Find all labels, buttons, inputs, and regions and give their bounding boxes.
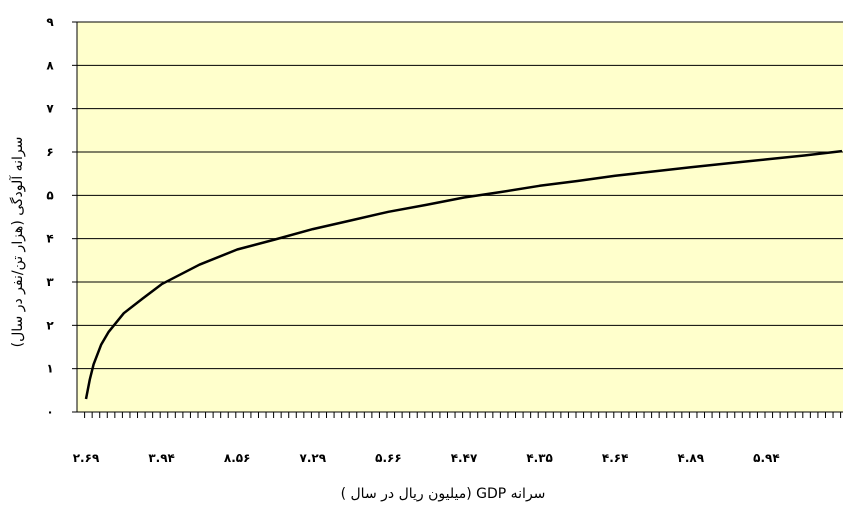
- y-tick-label: ۲: [46, 318, 54, 332]
- y-tick-label: ۱: [46, 362, 53, 376]
- y-tick-label: ۳: [46, 275, 54, 289]
- series-layer: [84, 149, 843, 400]
- x-tick-label: ۲.۶۹: [73, 451, 100, 465]
- x-tick-label: ۴.۶۴: [602, 451, 629, 465]
- plot-area: [77, 22, 843, 412]
- y-tick-label: ۴: [46, 232, 53, 246]
- x-tick-label: ۳.۹۴: [148, 451, 175, 465]
- y-tick-label: ۹: [46, 15, 54, 29]
- x-tick-label: ۴.۴۷: [451, 451, 478, 465]
- y-tick-label: ۰: [46, 405, 53, 419]
- x-tick-label: ۵.۹۴: [753, 451, 780, 465]
- y-tick-label: ۸: [46, 58, 54, 72]
- y-tick-label: ۵: [46, 188, 53, 202]
- axes: [72, 21, 843, 418]
- x-tick-label: ۸.۵۶: [224, 451, 251, 465]
- x-axis-label: سرانه GDP (میلیون ریال در سال ): [341, 486, 546, 502]
- series-line: [84, 149, 843, 400]
- gridlines: [77, 21, 843, 370]
- y-axis-label: سرانه آلودگی (هزار تن/نفر در سال): [9, 137, 26, 348]
- x-tick-label: ۷.۲۹: [300, 451, 327, 465]
- x-tick-label: ۴.۸۹: [678, 451, 705, 465]
- x-tick-labels: ۲.۶۹ ۳.۹۴ ۸.۵۶ ۷.۲۹ ۵.۶۶ ۴.۴۷ ۴.۳۵ ۴.۶۴ ۴.۸۹ ۵.۹۴: [73, 451, 780, 465]
- x-tick-label: ۴.۳۵: [526, 451, 553, 465]
- y-tick-label: ۶: [46, 145, 53, 159]
- x-tick-label: ۵.۶۶: [375, 451, 402, 465]
- y-tick-label: ۷: [46, 102, 54, 116]
- y-tick-labels: ۰ ۱ ۲ ۳ ۴ ۵ ۶ ۷ ۸ ۹: [46, 15, 54, 419]
